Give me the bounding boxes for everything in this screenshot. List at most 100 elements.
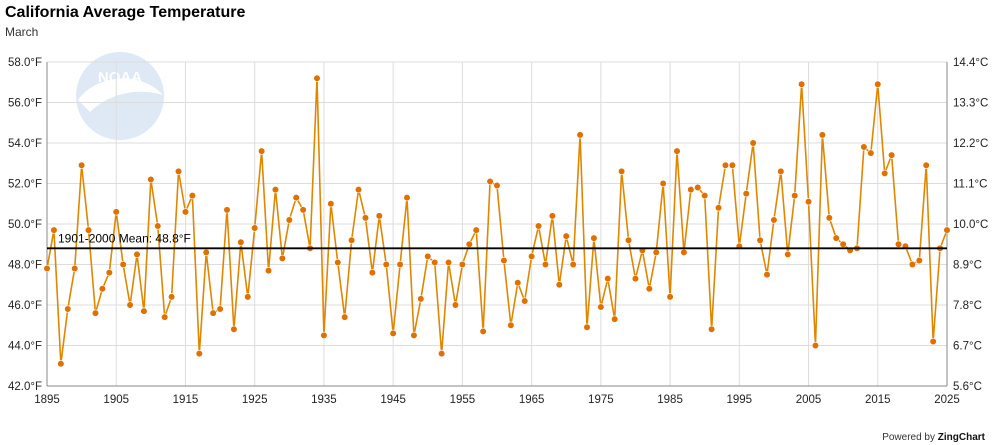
data-point (299, 206, 307, 214)
data-point (57, 360, 65, 368)
data-point (763, 271, 771, 279)
y-right-tick-label: 11.1°C (953, 179, 987, 191)
data-point (874, 80, 882, 88)
x-tick-label: 1975 (588, 394, 614, 406)
data-point (458, 260, 466, 269)
data-point (867, 149, 875, 157)
x-tick-label: 1895 (34, 394, 60, 406)
data-point (341, 313, 349, 321)
y-left-tick-label: 56.0°F (8, 98, 42, 110)
y-left-tick-label: 48.0°F (8, 260, 42, 272)
data-point (881, 169, 889, 177)
data-point (569, 260, 577, 269)
data-point (98, 285, 106, 293)
data-point (728, 161, 736, 169)
data-point (714, 204, 723, 212)
data-point (742, 190, 750, 198)
data-point (105, 269, 113, 277)
data-point (804, 198, 813, 206)
x-tick-label: 1925 (242, 394, 268, 406)
data-point (251, 224, 259, 232)
data-point (708, 325, 716, 333)
data-point (645, 285, 653, 293)
data-point (451, 301, 460, 309)
powered-by-brand[interactable]: ZingChart (937, 432, 985, 443)
data-point (894, 240, 903, 248)
data-point (216, 305, 224, 313)
data-point (174, 167, 183, 175)
data-point (417, 295, 425, 303)
x-tick-label: 1965 (519, 394, 545, 406)
data-point (43, 264, 51, 273)
chart-subtitle: March (5, 25, 39, 39)
data-point (237, 238, 245, 246)
data-point (202, 248, 210, 256)
data-point (943, 226, 951, 234)
data-point (465, 240, 473, 248)
data-point (611, 315, 619, 323)
data-point (832, 234, 840, 242)
data-point (188, 192, 196, 200)
data-point (444, 258, 453, 267)
data-point (534, 222, 543, 230)
data-point (230, 325, 238, 333)
y-right-tick-label: 12.2°C (953, 138, 988, 150)
data-point (479, 327, 487, 335)
data-point (396, 260, 404, 269)
data-point (368, 269, 376, 277)
data-point (181, 208, 190, 216)
data-point (278, 254, 286, 263)
data-point (161, 313, 169, 321)
data-point (694, 183, 702, 192)
data-point (78, 161, 86, 169)
x-tick-label: 1915 (173, 394, 199, 406)
data-point (285, 216, 293, 224)
data-point (313, 74, 321, 82)
y-left-tick-label: 54.0°F (8, 138, 42, 150)
data-point (438, 350, 446, 358)
data-point (126, 301, 134, 309)
data-point (375, 212, 383, 220)
data-point (264, 266, 273, 275)
powered-by[interactable]: Powered by ZingChart (882, 432, 985, 443)
data-point (209, 309, 217, 317)
x-tick-label: 2025 (934, 394, 960, 406)
data-point (721, 161, 730, 169)
y-right-tick-label: 8.9°C (953, 260, 982, 272)
data-point (631, 275, 640, 283)
data-point (486, 177, 494, 186)
x-tick-label: 2015 (865, 394, 891, 406)
temperature-series-line (46, 78, 948, 364)
data-point (334, 258, 342, 267)
x-tick-label: 1905 (103, 394, 129, 406)
data-point (119, 260, 127, 269)
data-point (929, 337, 937, 346)
data-point (195, 350, 203, 358)
x-tick-label: 2005 (796, 394, 822, 406)
y-right-tick-label: 10.0°C (953, 219, 988, 231)
data-point (382, 260, 390, 269)
data-point (624, 236, 633, 244)
y-left-tick-label: 46.0°F (8, 300, 42, 312)
data-point (618, 167, 626, 175)
data-point (389, 329, 397, 337)
x-tick-label: 1985 (657, 394, 683, 406)
data-point (154, 222, 162, 230)
mean-line-label: 1901-2000 Mean: 48.8°F (58, 231, 191, 245)
data-point (749, 139, 757, 147)
data-point (348, 236, 356, 244)
data-point (91, 309, 100, 317)
y-right-tick-label: 13.3°C (953, 98, 988, 110)
powered-by-prefix: Powered by (882, 432, 938, 443)
y-left-tick-label: 52.0°F (8, 179, 42, 191)
y-right-tick-label: 6.7°C (953, 341, 982, 353)
data-point (680, 248, 688, 256)
data-point (555, 281, 563, 289)
x-tick-label: 1995 (727, 394, 753, 406)
y-right-tick-label: 14.4°C (953, 57, 988, 69)
data-point (84, 226, 93, 234)
y-left-tick-label: 50.0°F (8, 219, 42, 231)
data-point (472, 226, 480, 234)
y-left-tick-label: 42.0°F (8, 381, 42, 393)
y-left-tick-label: 58.0°F (8, 57, 42, 69)
